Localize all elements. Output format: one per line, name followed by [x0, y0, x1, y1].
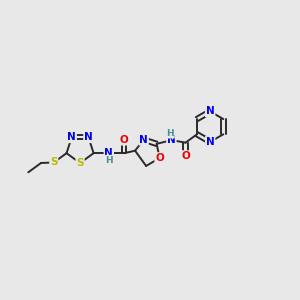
Text: N: N	[67, 132, 76, 142]
Text: O: O	[181, 151, 190, 161]
Text: H: H	[105, 155, 112, 164]
Text: N: N	[167, 135, 176, 145]
Text: N: N	[206, 137, 214, 147]
Text: N: N	[206, 106, 214, 116]
Text: S: S	[50, 158, 58, 167]
Text: N: N	[104, 148, 113, 158]
Text: H: H	[166, 129, 174, 138]
Text: N: N	[84, 132, 93, 142]
Text: O: O	[120, 135, 128, 145]
Text: S: S	[76, 158, 84, 168]
Text: N: N	[139, 135, 148, 145]
Text: O: O	[155, 153, 164, 163]
